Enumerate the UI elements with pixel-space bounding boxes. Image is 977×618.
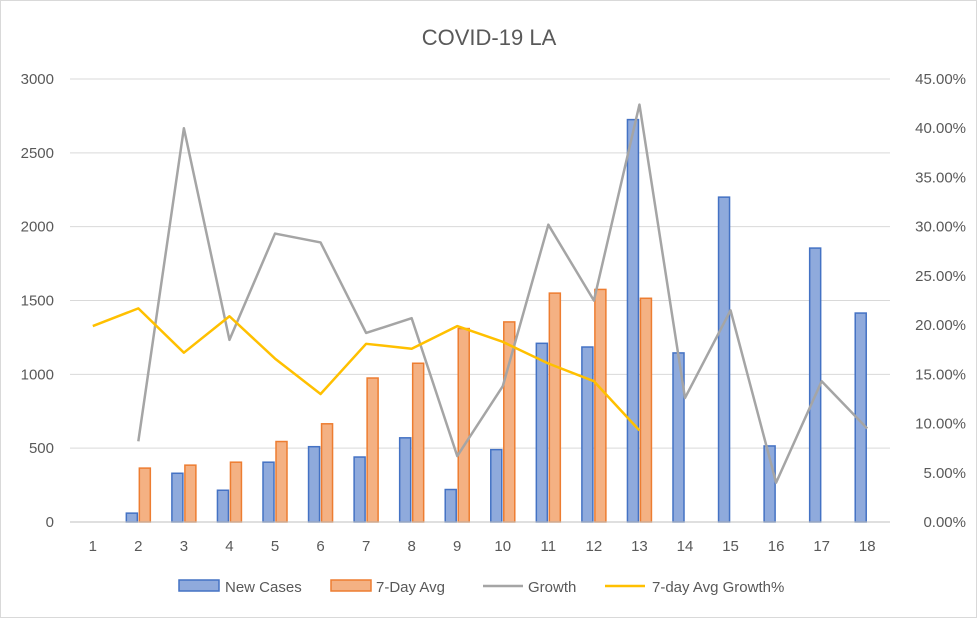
bar-new-cases xyxy=(262,461,275,523)
bar-7-day-avg xyxy=(639,297,653,523)
bar-new-cases xyxy=(398,437,412,523)
y-right-tick-label: 15.00% xyxy=(915,366,966,383)
left-axis-labels: 0 500 1000 1500 2000 2500 3000 xyxy=(21,71,54,531)
legend-label: 7-Day Avg xyxy=(376,579,445,596)
legend-swatch xyxy=(330,579,372,592)
bar-new-cases xyxy=(490,448,503,523)
bar-new-cases xyxy=(125,512,139,523)
y-right-tick-label: 30.00% xyxy=(915,219,966,236)
x-tick-label: 5 xyxy=(271,538,279,555)
bar-7-day-avg xyxy=(184,464,197,523)
legend: New Cases 7-Day Avg Growth 7-day Avg Growth… xyxy=(178,579,784,596)
bar-7-day-avg xyxy=(594,288,607,523)
lines-layer xyxy=(92,103,869,484)
x-tick-label: 16 xyxy=(768,538,785,555)
legend-label: 7-day Avg Growth% xyxy=(652,579,784,596)
legend-label: New Cases xyxy=(225,579,302,596)
x-tick-label: 14 xyxy=(677,538,694,555)
x-tick-label: 10 xyxy=(494,538,511,555)
bar-new-cases xyxy=(171,472,184,523)
bar-7-day-avg xyxy=(229,461,243,523)
bar-new-cases xyxy=(535,342,549,523)
bar-new-cases xyxy=(626,118,640,523)
x-tick-label: 4 xyxy=(225,538,233,555)
bar-new-cases xyxy=(581,346,594,523)
y-left-tick-label: 500 xyxy=(29,440,54,457)
bar-7-day-avg xyxy=(138,467,152,523)
y-right-tick-label: 45.00% xyxy=(915,71,966,88)
y-right-tick-label: 5.00% xyxy=(923,465,966,482)
x-tick-label: 12 xyxy=(586,538,603,555)
bar-new-cases xyxy=(444,488,457,523)
x-tick-label: 1 xyxy=(89,538,97,555)
x-tick-label: 7 xyxy=(362,538,370,555)
bar-7-day-avg xyxy=(411,362,425,523)
right-axis-labels: 0.00% 5.00% 10.00% 15.00% 20.00% 25.00% 30.00%… xyxy=(915,71,966,531)
x-tick-label: 9 xyxy=(453,538,461,555)
y-left-tick-label: 2000 xyxy=(21,219,54,236)
line-7-day-avg-growth xyxy=(92,307,641,432)
y-left-tick-label: 0 xyxy=(46,514,54,531)
bar-7-day-avg xyxy=(548,292,562,523)
bar-new-cases xyxy=(307,445,321,523)
bar-new-cases xyxy=(216,489,230,523)
bar-new-cases xyxy=(717,196,731,523)
y-right-tick-label: 40.00% xyxy=(915,120,966,137)
y-left-tick-label: 2500 xyxy=(21,145,54,162)
x-tick-label: 17 xyxy=(813,538,830,555)
x-tick-label: 11 xyxy=(541,538,557,555)
y-right-tick-label: 25.00% xyxy=(915,268,966,285)
bar-7-day-avg xyxy=(366,377,379,523)
legend-label: Growth xyxy=(528,579,576,596)
x-tick-label: 13 xyxy=(631,538,648,555)
y-right-tick-label: 0.00% xyxy=(923,514,966,531)
x-tick-label: 6 xyxy=(316,538,324,555)
x-tick-label: 2 xyxy=(134,538,142,555)
y-left-tick-label: 1500 xyxy=(21,293,54,310)
x-tick-label: 18 xyxy=(859,538,876,555)
bar-new-cases xyxy=(353,456,366,523)
x-axis-labels: 1 2 3 4 5 6 7 8 9 10 11 12 13 14 15 16 17 18 xyxy=(89,538,876,555)
y-right-tick-label: 35.00% xyxy=(915,169,966,186)
bar-7-day-avg xyxy=(457,327,470,523)
y-right-tick-label: 10.00% xyxy=(915,416,966,433)
y-left-tick-label: 3000 xyxy=(21,71,54,88)
chart-title: COVID-19 LA xyxy=(422,25,557,50)
gridlines xyxy=(70,78,890,449)
x-tick-label: 3 xyxy=(180,538,188,555)
x-tick-label: 15 xyxy=(722,538,739,555)
bar-7-day-avg xyxy=(320,423,334,523)
line-growth xyxy=(137,103,869,484)
x-tick-label: 8 xyxy=(407,538,415,555)
bar-7-day-avg xyxy=(275,440,288,523)
y-left-tick-label: 1000 xyxy=(21,366,54,383)
legend-swatch xyxy=(178,579,220,592)
y-right-tick-label: 20.00% xyxy=(915,317,966,334)
